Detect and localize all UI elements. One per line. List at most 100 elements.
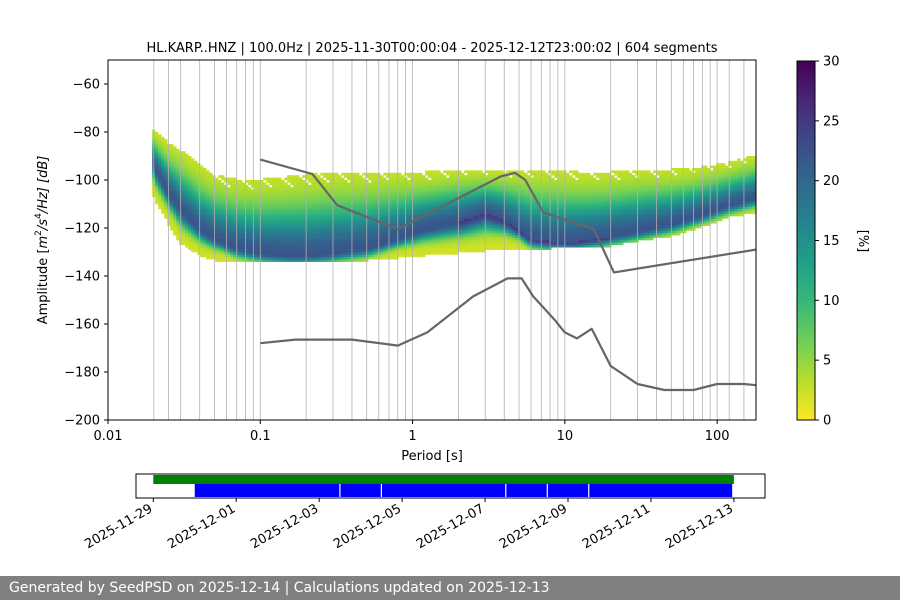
heatmap-cell xyxy=(221,228,225,231)
heatmap-cell xyxy=(206,216,210,219)
heatmap-cell xyxy=(476,232,480,236)
heatmap-cell xyxy=(281,204,285,207)
heatmap-cell xyxy=(380,256,384,260)
heatmap-cell xyxy=(494,228,498,231)
heatmap-cell xyxy=(416,244,420,248)
heatmap-cell xyxy=(581,196,585,200)
heatmap-cell xyxy=(380,211,384,214)
heatmap-cell xyxy=(572,201,576,205)
heatmap-cell xyxy=(398,184,402,188)
heatmap-cell xyxy=(389,199,393,202)
heatmap-cell xyxy=(173,180,177,183)
heatmap-cell xyxy=(533,192,537,195)
heatmap-cell xyxy=(281,237,285,241)
heatmap-cell xyxy=(506,177,510,181)
heatmap-cell xyxy=(257,259,261,262)
heatmap-cell xyxy=(356,187,360,190)
heatmap-cell xyxy=(356,256,360,260)
heatmap-cell xyxy=(374,244,378,248)
heatmap-cell xyxy=(428,225,432,229)
heatmap-cell xyxy=(305,199,309,202)
heatmap-cell xyxy=(197,244,201,248)
heatmap-cell xyxy=(185,213,189,217)
heatmap-cell xyxy=(266,196,270,200)
heatmap-cell xyxy=(347,196,351,200)
heatmap-cell xyxy=(194,187,198,190)
heatmap-cell xyxy=(176,187,180,190)
heatmap-cell xyxy=(416,189,420,193)
heatmap-cell xyxy=(290,213,294,217)
heatmap-cell xyxy=(581,244,585,248)
heatmap-cell xyxy=(488,218,492,222)
heatmap-cell xyxy=(215,206,219,210)
heatmap-cell xyxy=(317,237,321,241)
heatmap-cell xyxy=(509,170,513,174)
heatmap-cell xyxy=(545,244,549,248)
heatmap-cell xyxy=(557,189,561,193)
heatmap-cell xyxy=(512,177,516,181)
heatmap-cell xyxy=(491,247,495,250)
heatmap-cell xyxy=(431,230,435,234)
heatmap-cell xyxy=(554,240,558,243)
heatmap-cell xyxy=(467,237,471,241)
heatmap-cell xyxy=(203,196,207,200)
heatmap-cell xyxy=(158,134,162,138)
heatmap-cell xyxy=(173,172,177,176)
heatmap-cell xyxy=(482,177,486,181)
heatmap-cell xyxy=(323,242,327,246)
heatmap-cell xyxy=(254,235,258,238)
heatmap-cell xyxy=(260,240,264,243)
heatmap-cell xyxy=(506,240,510,243)
heatmap-cell xyxy=(335,254,339,258)
heatmap-cell xyxy=(482,244,486,248)
heatmap-cell xyxy=(392,187,396,190)
heatmap-cell xyxy=(164,189,168,193)
heatmap-cell xyxy=(296,242,300,246)
heatmap-cell xyxy=(527,182,531,186)
heatmap-cell xyxy=(467,235,471,238)
heatmap-cell xyxy=(443,189,447,193)
heatmap-cell xyxy=(296,223,300,226)
heatmap-cell xyxy=(455,218,459,222)
heatmap-cell xyxy=(410,184,414,188)
heatmap-cell xyxy=(419,177,423,181)
heatmap-cell xyxy=(275,230,279,234)
heatmap-cell xyxy=(485,177,489,181)
heatmap-cell xyxy=(581,208,585,212)
heatmap-cell xyxy=(425,192,429,195)
heatmap-cell xyxy=(161,139,165,142)
heatmap-cell xyxy=(284,187,288,190)
heatmap-cell xyxy=(344,175,348,178)
heatmap-cell xyxy=(206,194,210,198)
heatmap-cell xyxy=(464,196,468,200)
heatmap-cell xyxy=(497,187,501,190)
heatmap-cell xyxy=(539,230,543,234)
heatmap-cell xyxy=(371,182,375,186)
heatmap-cell xyxy=(533,230,537,234)
heatmap-cell xyxy=(398,180,402,183)
heatmap-cell xyxy=(194,244,198,248)
heatmap-cell xyxy=(389,252,393,255)
heatmap-cell xyxy=(200,172,204,176)
heatmap-cell xyxy=(221,249,225,253)
heatmap-cell xyxy=(449,218,453,222)
heatmap-cell xyxy=(518,220,522,224)
heatmap-cell xyxy=(422,175,426,178)
heatmap-cell xyxy=(584,199,588,202)
heatmap-cell xyxy=(224,213,228,217)
heatmap-cell xyxy=(284,194,288,198)
heatmap-cell xyxy=(236,254,240,258)
heatmap-cell xyxy=(473,180,477,183)
heatmap-cell xyxy=(467,218,471,222)
heatmap-cell xyxy=(245,244,249,248)
heatmap-cell xyxy=(434,196,438,200)
heatmap-cell xyxy=(341,187,345,190)
heatmap-cell xyxy=(305,206,309,210)
heatmap-cell xyxy=(395,218,399,222)
heatmap-cell xyxy=(437,180,441,183)
heatmap-cell xyxy=(458,237,462,241)
heatmap-cell xyxy=(464,249,468,253)
heatmap-cell xyxy=(536,177,540,181)
heatmap-cell xyxy=(380,177,384,181)
heatmap-cell xyxy=(296,180,300,183)
